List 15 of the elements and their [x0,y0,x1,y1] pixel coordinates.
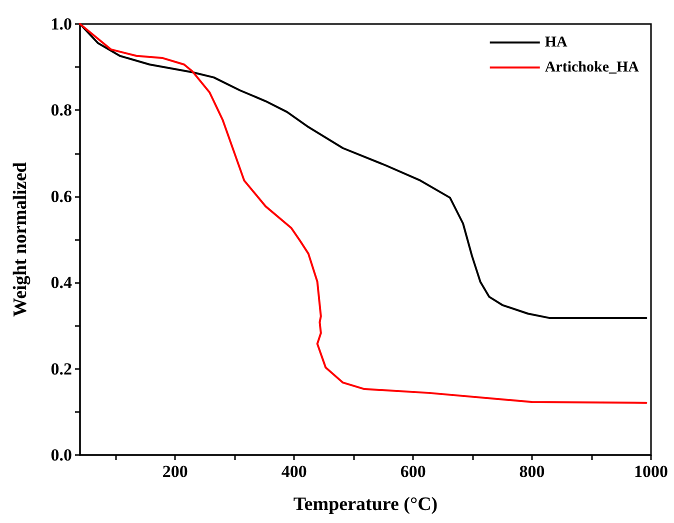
y-tick-label: 0.6 [50,186,72,206]
legend-label: HA [544,34,568,50]
x-axis-title: Temperature (°C) [293,494,438,515]
y-tick-label: 0.4 [50,273,72,292]
text: 1.0 [50,14,72,34]
x-tick-label: 800 [519,462,545,481]
y-tick-label: 0.2 [50,359,72,378]
legend-label: Artichoke_HA [544,60,640,76]
x-tick-label: 200 [162,462,188,481]
x-tick-label: 600 [400,462,426,481]
y-tick-label: 0.8 [50,100,72,120]
text: 0.0 [50,446,72,464]
y-axis-title: Weight normalized [10,162,31,317]
x-tick-label: 400 [281,462,307,481]
x-tick-label: 1000 [634,462,668,481]
